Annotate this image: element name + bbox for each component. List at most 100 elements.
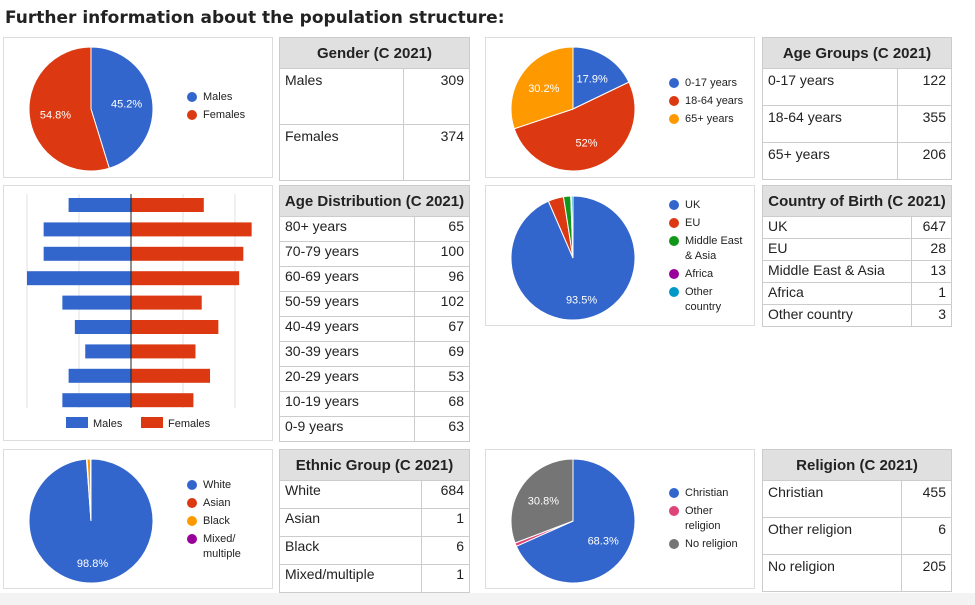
row-value: 205 (900, 554, 953, 592)
legend-label: Males (203, 91, 233, 103)
table-row: 20-29 years 53 (278, 366, 470, 392)
legend-item[interactable]: Other country (669, 285, 749, 315)
legend-dot-icon (669, 539, 679, 549)
legend-label: Christian (685, 487, 729, 499)
legend-item[interactable]: Black (187, 514, 267, 529)
legend-item[interactable]: Females (187, 108, 267, 123)
legend-dot-icon (669, 506, 679, 516)
row-label: 80+ years (278, 216, 416, 242)
legend-item[interactable]: Christian (669, 486, 749, 501)
table-row: 30-39 years 69 (278, 341, 470, 367)
table-row: Males 309 (278, 68, 470, 125)
pie-slice[interactable] (513, 81, 636, 172)
legend-item[interactable]: 65+ years (669, 112, 749, 127)
bar-males[interactable] (68, 368, 131, 383)
legend-item[interactable]: White (187, 478, 267, 493)
gender-table: Gender (C 2021) Males 309 Females 374 (278, 37, 470, 181)
legend-dot-icon (669, 78, 679, 88)
bar-females[interactable] (131, 271, 240, 286)
bar-males[interactable] (43, 222, 131, 237)
bar-females[interactable] (131, 393, 194, 408)
religion-table: Religion (C 2021) Christian 455 Other relig… (762, 449, 953, 592)
legend-item[interactable]: UK (669, 198, 749, 213)
legend-item[interactable]: 18-64 years (669, 94, 749, 109)
legend-item[interactable]: EU (669, 216, 749, 231)
bar-females[interactable] (131, 246, 244, 261)
legend-dot-icon (187, 92, 197, 102)
legend-dot-icon (669, 236, 679, 246)
row-value: 13 (910, 260, 953, 283)
row-value: 1 (420, 564, 471, 593)
bar-males[interactable] (74, 320, 131, 334)
legend-item[interactable]: No religion (669, 537, 749, 552)
bar-males[interactable] (85, 344, 131, 359)
legend-dot-icon (669, 269, 679, 279)
legend-item[interactable]: Africa (669, 267, 749, 282)
row-label: 20-29 years (278, 366, 416, 392)
age-groups-table: Age Groups (C 2021) 0-17 years 122 18-64 ye… (762, 37, 953, 180)
bar-females[interactable] (131, 344, 196, 359)
age-distribution-table: Age Distribution (C 2021) 80+ years 65 70-7… (278, 185, 470, 442)
row-value: 3 (910, 304, 953, 327)
pie-slice[interactable] (572, 46, 630, 110)
row-value: 309 (403, 68, 470, 125)
legend-dot-icon (187, 498, 197, 508)
ethnic-chart: 98.8% White Asian Black Mixed/ multiple (3, 449, 273, 589)
page-title: Further information about the population… (5, 8, 505, 28)
pie-slice[interactable] (89, 458, 92, 522)
pie-slice[interactable] (515, 458, 636, 584)
row-label: Other religion (762, 517, 902, 555)
bar-females[interactable] (131, 222, 252, 237)
legend-item[interactable]: 0-17 years (669, 76, 749, 91)
row-value: 102 (414, 291, 470, 317)
bar-females[interactable] (131, 198, 204, 212)
row-value: 67 (414, 316, 470, 342)
slice-label: 30.2% (528, 83, 559, 95)
legend-label: Africa (685, 268, 714, 280)
legend-label: Other religion (685, 505, 721, 532)
table-title: Country of Birth (C 2021) (762, 185, 952, 217)
bar-males[interactable] (68, 198, 131, 212)
legend-dot-icon (187, 480, 197, 490)
legend-item[interactable]: Middle East & Asia (669, 234, 749, 264)
row-label: Asian (279, 508, 422, 537)
table-row: UK 647 (762, 216, 953, 239)
pie-slice[interactable] (570, 195, 574, 259)
bar-males[interactable] (62, 393, 131, 408)
slice-label: 30.8% (528, 496, 559, 508)
bar-males[interactable] (43, 246, 131, 261)
row-value: 374 (403, 124, 470, 181)
row-value: 647 (910, 216, 953, 239)
bar-males[interactable] (27, 271, 131, 286)
row-value: 63 (414, 416, 470, 442)
legend-label: Black (203, 515, 230, 527)
bar-females[interactable] (131, 368, 211, 383)
bar-females[interactable] (131, 295, 202, 310)
legend-dot-icon (187, 534, 197, 544)
chart-legend: 0-17 years 18-64 years 65+ years (669, 76, 749, 130)
row-value: 65 (414, 216, 470, 242)
legend-label: Females (168, 418, 211, 430)
bar-females[interactable] (131, 320, 219, 334)
legend-dot-icon (669, 114, 679, 124)
pie-slice[interactable] (510, 46, 574, 130)
legend-item[interactable]: Mixed/ multiple (187, 532, 267, 562)
table-row: Middle East & Asia 13 (762, 260, 953, 283)
legend-item[interactable]: Asian (187, 496, 267, 511)
legend-dot-icon (669, 96, 679, 106)
table-row: Mixed/multiple 1 (279, 564, 471, 593)
legend-label: No religion (685, 538, 738, 550)
pie-slice[interactable] (90, 46, 154, 169)
table-row: 80+ years 65 (278, 216, 470, 242)
table-row: Africa 1 (762, 282, 953, 305)
bar-males[interactable] (62, 295, 131, 310)
row-value: 6 (420, 536, 471, 565)
legend-label: Males (93, 418, 123, 430)
legend-item[interactable]: Males (187, 90, 267, 105)
pie-slice[interactable] (510, 458, 574, 544)
chart-legend: Christian Other religion No religion (669, 486, 749, 555)
legend-item[interactable]: Other religion (669, 504, 749, 534)
slice-label: 45.2% (111, 99, 142, 111)
pie-slice[interactable] (28, 46, 110, 172)
table-title: Gender (C 2021) (279, 37, 470, 69)
